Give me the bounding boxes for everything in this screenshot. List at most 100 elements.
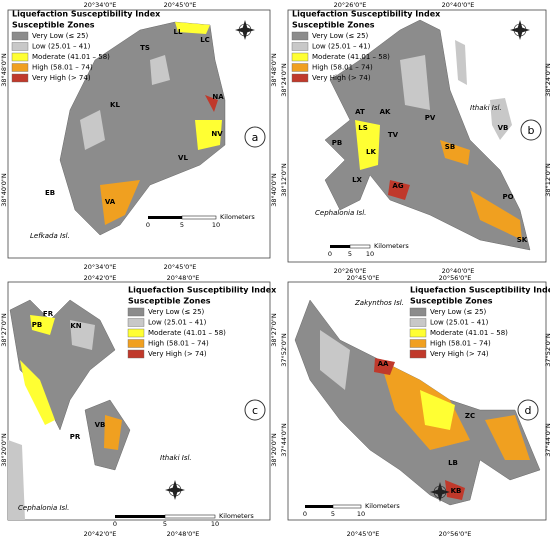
longitude-label: 20°45'0"E bbox=[347, 530, 380, 538]
legend-label: Very High (> 74) bbox=[312, 74, 371, 82]
panel-letter: b bbox=[528, 124, 535, 137]
legend-swatch bbox=[409, 349, 427, 359]
land-zone bbox=[80, 110, 105, 150]
legend-swatch bbox=[11, 63, 29, 72]
place-label: VB bbox=[95, 421, 106, 429]
place-label: VB bbox=[498, 124, 509, 132]
land-zone bbox=[59, 21, 226, 236]
scale-tick: 0 bbox=[113, 520, 117, 528]
land-zone bbox=[420, 390, 455, 430]
place-label: PV bbox=[425, 114, 436, 122]
longitude-label: 20°48'0"E bbox=[167, 530, 200, 538]
land-zone bbox=[30, 315, 55, 335]
scale-tick: 0 bbox=[303, 510, 307, 518]
scale-bar bbox=[330, 245, 350, 248]
legend-label: High (58.01 – 74) bbox=[430, 340, 491, 348]
scale-tick: 10 bbox=[357, 510, 365, 518]
latitude-label: 38°27'0"N bbox=[0, 313, 8, 347]
land-zone bbox=[388, 180, 410, 200]
legend-label: Moderate (41.01 – 58) bbox=[430, 329, 508, 337]
latitude-label: 38°12'0"N bbox=[544, 163, 550, 197]
scale-tick: 5 bbox=[348, 250, 352, 258]
land-zone bbox=[104, 415, 122, 450]
place-label: LC bbox=[200, 36, 210, 44]
scale-tick: 10 bbox=[211, 520, 219, 528]
latitude-label: 38°12'0"N bbox=[280, 163, 288, 197]
longitude-label: 20°48'0"E bbox=[167, 274, 200, 282]
place-label: AG bbox=[392, 182, 403, 190]
legend-swatch bbox=[127, 318, 145, 327]
land-zone bbox=[455, 40, 467, 85]
legend-label: Low (25.01 – 41) bbox=[312, 43, 371, 51]
longitude-label: 20°45'0"E bbox=[347, 274, 380, 282]
place-label: PO bbox=[502, 193, 513, 201]
longitude-label: 20°26'0"E bbox=[334, 1, 367, 9]
place-label: FR bbox=[43, 310, 54, 318]
place-label: VL bbox=[178, 154, 188, 162]
place-label: KB bbox=[451, 487, 462, 495]
place-label: PB bbox=[332, 139, 342, 147]
latitude-label: 38°20'0"N bbox=[270, 433, 278, 467]
scale-tick: 10 bbox=[212, 221, 220, 229]
land-zone bbox=[470, 190, 522, 240]
scale-unit: Kilometers bbox=[220, 213, 255, 221]
latitude-label: 38°40'0"N bbox=[270, 173, 278, 207]
scale-bar bbox=[164, 514, 216, 519]
legend-label: High (58.01 – 74) bbox=[32, 64, 93, 72]
legend-swatch bbox=[127, 349, 145, 359]
longitude-label: 20°42'0"E bbox=[84, 530, 117, 538]
longitude-label: 20°40'0"E bbox=[442, 267, 475, 275]
legend-label: Low (25.01 – 41) bbox=[430, 319, 489, 327]
legend-title: Liquefaction Susceptibility Index bbox=[12, 10, 161, 19]
legend-label: Very High (> 74) bbox=[148, 350, 207, 358]
place-label: PB bbox=[32, 321, 42, 329]
map-panel: 20°34'0"E 20°45'0"E 20°34'0"E 20°45'0"E 38°4… bbox=[0, 1, 278, 271]
legend-swatch bbox=[11, 31, 29, 41]
latitude-label: 38°40'0"N bbox=[0, 173, 8, 207]
scale-bar bbox=[181, 215, 217, 220]
legend-swatch bbox=[409, 339, 427, 348]
land-zone bbox=[205, 95, 218, 112]
legend-title: Liquefaction Susceptibility Index bbox=[410, 286, 550, 295]
place-label: PR bbox=[70, 433, 81, 441]
legend-label: Very High (> 74) bbox=[32, 74, 91, 82]
longitude-label: 20°40'0"E bbox=[442, 1, 475, 9]
legend-label: Very Low (≤ 25) bbox=[312, 32, 369, 40]
land-zone bbox=[175, 22, 210, 34]
place-label: KL bbox=[110, 101, 120, 109]
legend-label: Low (25.01 – 41) bbox=[32, 43, 91, 51]
latitude-label: 38°24'0"N bbox=[544, 63, 550, 97]
place-label: NA bbox=[212, 93, 224, 101]
legend-subtitle: Susceptible Zones bbox=[292, 21, 375, 30]
legend-subtitle: Susceptible Zones bbox=[12, 21, 95, 30]
north-arrow-ring bbox=[168, 483, 182, 497]
legend-swatch bbox=[291, 52, 309, 62]
scale-bar bbox=[115, 515, 165, 518]
latitude-label: 38°48'0"N bbox=[0, 53, 8, 87]
place-label: LB bbox=[448, 459, 458, 467]
panel-letter: c bbox=[252, 404, 258, 417]
north-arrow-ring bbox=[513, 23, 527, 37]
legend-swatch bbox=[11, 52, 29, 62]
legend-swatch bbox=[127, 307, 145, 317]
land-zone bbox=[490, 98, 512, 140]
north-arrow-ring bbox=[238, 23, 252, 37]
legend-swatch bbox=[127, 328, 145, 338]
latitude-label: 37°52'0"N bbox=[544, 333, 550, 367]
legend-label: Very High (> 74) bbox=[430, 350, 489, 358]
map-panel: 20°26'0"E 20°40'0"E 20°26'0"E 20°40'0"E 38°2… bbox=[280, 1, 550, 275]
legend-label: High (58.01 – 74) bbox=[148, 340, 209, 348]
place-label: LL bbox=[174, 28, 183, 36]
north-arrow bbox=[510, 20, 530, 40]
island-label: Ithaki Isl. bbox=[160, 454, 192, 462]
map-panel: 20°42'0"E 20°48'0"E 20°42'0"E 20°48'0"E 38°2… bbox=[0, 274, 278, 538]
legend-swatch bbox=[409, 307, 427, 317]
latitude-label: 37°44'0"N bbox=[280, 423, 288, 457]
legend-label: Low (25.01 – 41) bbox=[148, 319, 207, 327]
legend-swatch bbox=[291, 31, 309, 41]
legend-label: High (58.01 – 74) bbox=[312, 64, 373, 72]
north-arrow bbox=[235, 20, 255, 40]
legend-swatch bbox=[291, 63, 309, 72]
longitude-label: 20°26'0"E bbox=[334, 267, 367, 275]
land-zone bbox=[70, 320, 95, 350]
